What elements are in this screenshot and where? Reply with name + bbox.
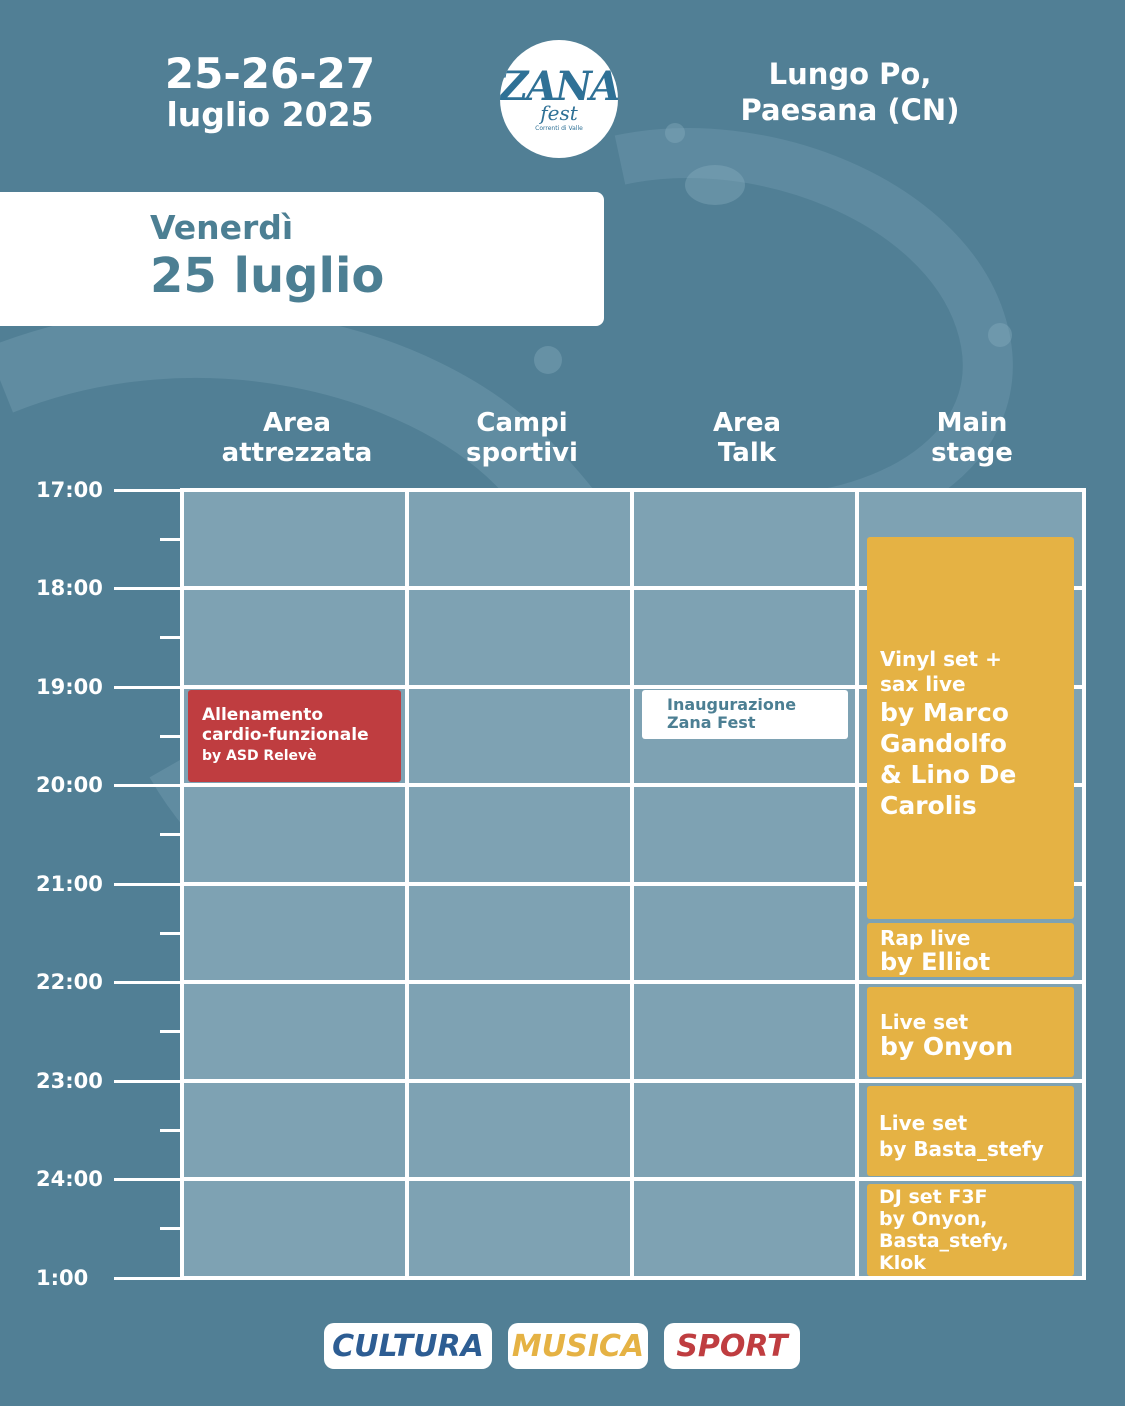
logo-fest: fest <box>540 100 578 125</box>
time-label: 20:00 <box>36 773 103 797</box>
hour-tick <box>114 686 180 689</box>
event-live-set-onyon[interactable]: Live set by Onyon <box>867 987 1074 1077</box>
logo-tagline: Correnti di Valle <box>535 124 583 132</box>
event-title-line1: Allenamento <box>202 705 324 725</box>
grid-line <box>180 1177 1086 1181</box>
event-title-line2: Zana Fest <box>667 713 756 732</box>
day-weekday: Venerdì <box>150 208 294 247</box>
event-artist-line2: Basta_stefy, <box>879 1230 1009 1252</box>
column-header-line2: stage <box>931 438 1013 468</box>
hour-tick <box>114 489 180 492</box>
grid-line <box>180 882 1086 886</box>
column-header-line1: Area <box>712 408 782 438</box>
column-header-area-attrezzata: Area attrezzata <box>184 408 410 468</box>
grid-line <box>180 980 1086 984</box>
event-title-line1: Vinyl set + <box>880 647 1002 671</box>
hour-tick <box>114 1080 180 1083</box>
column-header-line2: Talk <box>717 438 777 468</box>
event-title-line2: sax live <box>880 672 966 696</box>
event-live-set-basta-stefy[interactable]: Live set by Basta_stefy <box>867 1086 1074 1176</box>
half-hour-tick <box>160 1129 180 1132</box>
event-vinyl-set[interactable]: Vinyl set + sax live by Marco Gandolfo &… <box>867 537 1074 919</box>
hour-tick <box>114 784 180 787</box>
time-label: 18:00 <box>36 576 103 600</box>
logo-wordmark: ZANA <box>500 62 618 110</box>
grid-line <box>180 1079 1086 1083</box>
time-label: 1:00 <box>36 1266 89 1290</box>
hour-tick <box>114 981 180 984</box>
event-allenamento-cardio[interactable]: Allenamento cardio-funzionale by ASD Rel… <box>188 690 401 782</box>
time-label: 19:00 <box>36 675 103 699</box>
grid-line <box>180 586 1086 590</box>
hour-tick <box>114 883 180 886</box>
time-label: 24:00 <box>36 1167 103 1191</box>
time-label: 17:00 <box>36 478 103 502</box>
grid-line <box>180 488 1086 492</box>
event-organizer: by ASD Relevè <box>202 748 317 764</box>
event-artist-line4: Carolis <box>880 791 977 820</box>
event-title-line1: DJ set F3F <box>879 1186 988 1208</box>
dates-month-year: luglio 2025 <box>166 95 374 134</box>
time-label: 21:00 <box>36 872 103 896</box>
half-hour-tick <box>160 1227 180 1230</box>
legend-sport-label: SPORT <box>676 1328 788 1364</box>
column-header-main-stage: Main stage <box>859 408 1085 468</box>
event-artist-line1: by Marco <box>880 698 1009 727</box>
location-line1: Lungo Po, <box>768 57 932 91</box>
day-date: 25 luglio <box>150 248 385 304</box>
event-title-line1: Live set <box>880 1010 969 1034</box>
grid-line <box>180 783 1086 787</box>
column-header-campi-sportivi: Campi sportivi <box>409 408 635 468</box>
legend-musica-label: MUSICA <box>511 1328 645 1364</box>
hour-tick <box>114 587 180 590</box>
event-artist-line3: Klok <box>879 1252 926 1274</box>
event-title-line1: Rap live <box>880 926 971 950</box>
festival-dates: 25-26-27 luglio 2025 <box>150 52 390 134</box>
legend-musica: MUSICA <box>508 1323 648 1369</box>
day-card: Venerdì 25 luglio <box>0 192 604 326</box>
event-artist: by Onyon <box>880 1032 1014 1061</box>
column-header-line1: Campi <box>476 408 568 438</box>
event-artist-line2: Gandolfo <box>880 729 1007 758</box>
zana-fest-logo: ZANA fest Correnti di Valle <box>500 40 618 158</box>
half-hour-tick <box>160 538 180 541</box>
half-hour-tick <box>160 932 180 935</box>
time-label: 22:00 <box>36 970 103 994</box>
hour-tick <box>114 1178 180 1181</box>
legend-cultura-label: CULTURA <box>332 1328 484 1364</box>
grid-line <box>180 685 1086 689</box>
grid-line <box>180 1276 1086 1280</box>
legend-cultura: CULTURA <box>324 1323 492 1369</box>
legend-sport: SPORT <box>664 1323 800 1369</box>
festival-location: Lungo Po, Paesana (CN) <box>720 56 980 128</box>
column-header-area-talk: Area Talk <box>634 408 860 468</box>
column-header-line2: attrezzata <box>221 438 373 468</box>
event-title-line1: Live set <box>879 1111 968 1135</box>
event-dj-set-f3f[interactable]: DJ set F3F by Onyon, Basta_stefy, Klok <box>867 1184 1074 1276</box>
column-header-line2: sportivi <box>466 438 578 468</box>
column-header-line1: Area <box>262 408 332 438</box>
half-hour-tick <box>160 735 180 738</box>
hour-tick <box>114 1277 180 1280</box>
event-inaugurazione[interactable]: Inaugurazione Zana Fest <box>642 690 848 739</box>
event-title-line2: cardio-funzionale <box>202 725 369 745</box>
event-rap-live[interactable]: Rap live by Elliot <box>867 923 1074 977</box>
half-hour-tick <box>160 1030 180 1033</box>
half-hour-tick <box>160 833 180 836</box>
event-artist: by Basta_stefy <box>879 1137 1044 1161</box>
column-header-line1: Main <box>936 408 1008 438</box>
event-artist-line3: & Lino De <box>880 760 1017 789</box>
event-artist: by Elliot <box>880 948 991 976</box>
half-hour-tick <box>160 636 180 639</box>
event-artist-line1: by Onyon, <box>879 1208 988 1230</box>
time-label: 23:00 <box>36 1069 103 1093</box>
dates-days: 25-26-27 <box>164 49 376 98</box>
event-title-line1: Inaugurazione <box>667 695 797 714</box>
location-line2: Paesana (CN) <box>740 93 960 127</box>
